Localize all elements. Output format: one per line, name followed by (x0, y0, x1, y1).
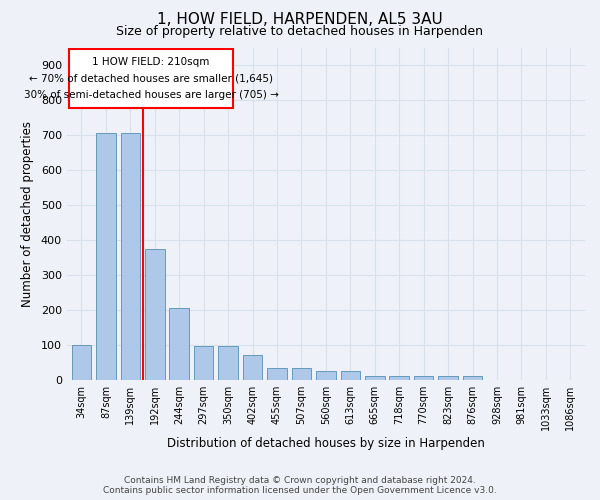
Bar (218, 346, 238, 380)
Bar (439, 376, 458, 380)
Bar (121, 132, 140, 380)
Bar (267, 368, 287, 380)
Bar (414, 376, 433, 380)
Bar (194, 346, 214, 380)
Bar (145, 248, 164, 380)
Text: ← 70% of detached houses are smaller (1,645): ← 70% of detached houses are smaller (1,… (29, 74, 273, 84)
Text: 1, HOW FIELD, HARPENDEN, AL5 3AU: 1, HOW FIELD, HARPENDEN, AL5 3AU (157, 12, 443, 28)
Bar (96, 132, 116, 380)
Bar (169, 308, 189, 380)
FancyBboxPatch shape (69, 49, 233, 108)
Text: Size of property relative to detached houses in Harpenden: Size of property relative to detached ho… (116, 25, 484, 38)
Text: 30% of semi-detached houses are larger (705) →: 30% of semi-detached houses are larger (… (23, 90, 278, 100)
Bar (292, 368, 311, 380)
Text: Contains HM Land Registry data © Crown copyright and database right 2024.
Contai: Contains HM Land Registry data © Crown c… (103, 476, 497, 495)
X-axis label: Distribution of detached houses by size in Harpenden: Distribution of detached houses by size … (167, 437, 485, 450)
Bar (341, 371, 360, 380)
Bar (389, 376, 409, 380)
Bar (316, 371, 335, 380)
Bar (463, 376, 482, 380)
Text: 1 HOW FIELD: 210sqm: 1 HOW FIELD: 210sqm (92, 57, 210, 67)
Bar (71, 345, 91, 380)
Bar (243, 354, 262, 380)
Bar (365, 376, 385, 380)
Y-axis label: Number of detached properties: Number of detached properties (21, 120, 34, 306)
